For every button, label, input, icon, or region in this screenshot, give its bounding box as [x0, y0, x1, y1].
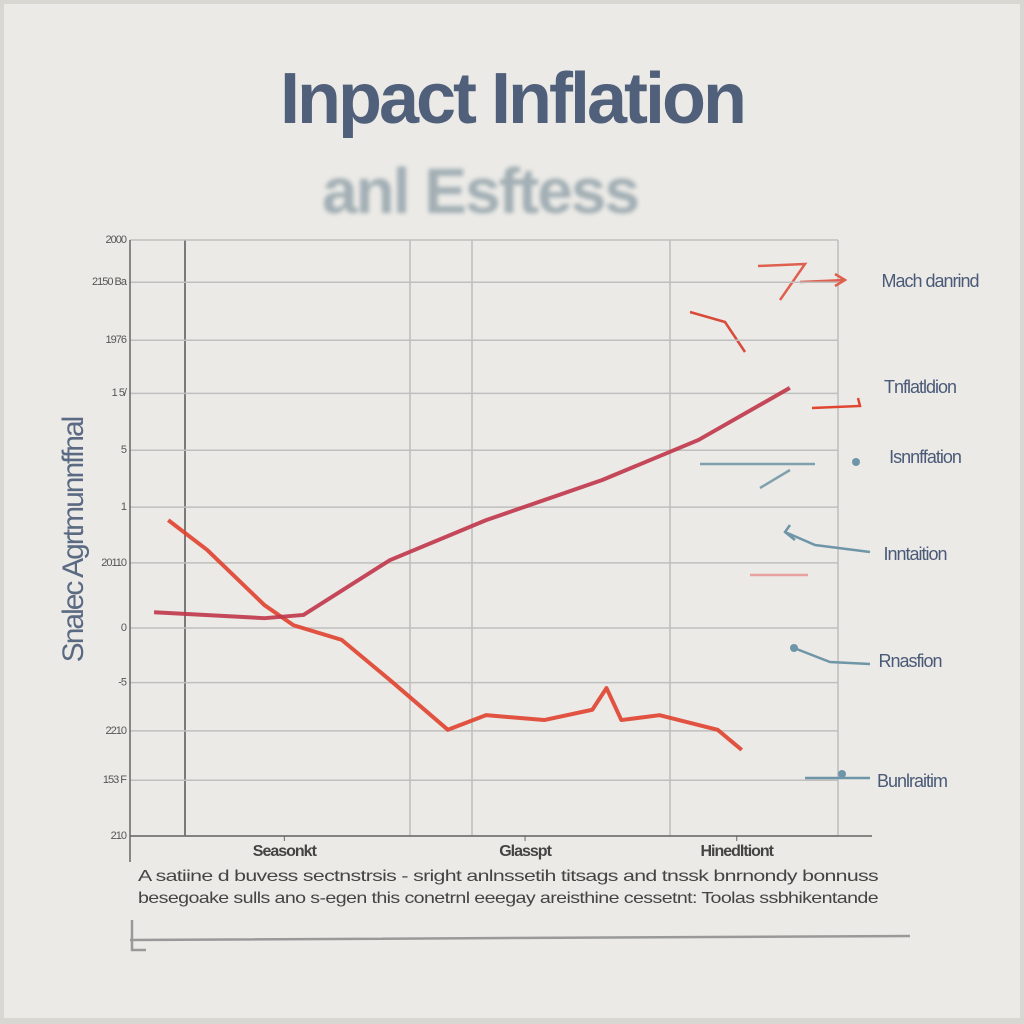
y-tick-label: 2210: [106, 725, 127, 737]
annotation: Mach danrind: [881, 271, 978, 291]
y-tick-label: 153 F: [103, 774, 127, 786]
y-tick-label: 5: [121, 444, 127, 456]
arrow: [793, 646, 871, 666]
arrow: [689, 310, 747, 353]
vertical-grid: [184, 240, 839, 836]
annotation: Isnnffation: [889, 447, 961, 467]
annotation: Tnflatldion: [884, 377, 956, 397]
line-series: [153, 386, 791, 621]
caption: besegoake sulls ano s-egen this conetrnl…: [138, 890, 879, 907]
x-tick-label: Glasspt: [499, 843, 552, 860]
y-tick-label: 2150 Ba: [92, 276, 128, 288]
chart-subtitle: anl Esftess: [322, 155, 638, 227]
x-tick-label: Seasonkt: [253, 843, 318, 860]
y-tick-label: 1976: [106, 334, 127, 346]
caption: A satiine d buvess sectnstrsis - sright …: [138, 868, 879, 885]
arrow: [700, 462, 815, 490]
y-tick-label: 2000: [106, 234, 127, 246]
annotation: Rnasfion: [878, 651, 941, 671]
annotation: Inntaition: [883, 544, 946, 564]
y-tick-label: 0: [121, 622, 127, 634]
line-series: [167, 518, 743, 752]
chart-title: Inpact Inflation: [280, 59, 744, 139]
y-tick-label: -5: [118, 677, 127, 689]
rule: [129, 920, 911, 952]
annotation: Bunlraitim: [877, 771, 947, 791]
dot: [852, 458, 860, 466]
y-axis-label: Snalec Agrtmunnffnal: [57, 417, 90, 662]
y-tick-label: 1: [121, 501, 127, 513]
dot: [790, 644, 798, 652]
arrow: [811, 397, 862, 410]
arrows: [129, 262, 911, 952]
y-tick-label: 20110: [101, 557, 127, 569]
dot: [838, 770, 846, 778]
arrow: [783, 524, 871, 554]
x-tick-label: Hinedltiont: [700, 843, 774, 860]
y-tick-label: 1 5/: [112, 387, 128, 399]
y-tick-label: 210: [111, 830, 127, 842]
